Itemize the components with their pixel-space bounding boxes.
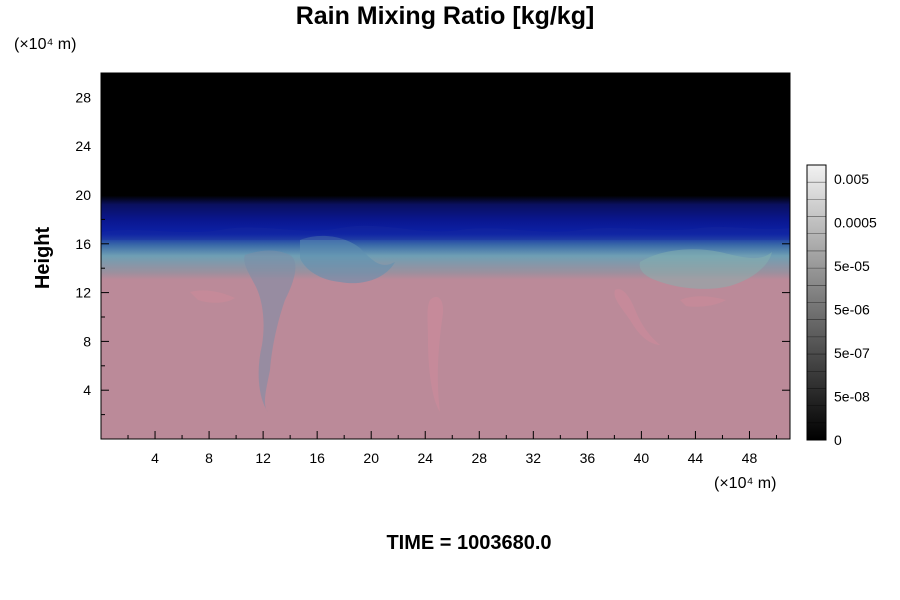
- y-tick-label: 12: [75, 285, 91, 301]
- colorbar-labels: 0.005 0.0005 5e-05 5e-06 5e-07 5e-08 0: [834, 171, 877, 448]
- colorbar-label: 0.0005: [834, 215, 877, 231]
- colorbar: 0.005 0.0005 5e-05 5e-06 5e-07 5e-08 0: [806, 164, 877, 448]
- plot-frame: [100, 72, 791, 440]
- plume-left: [244, 250, 296, 412]
- x-tick-label: 4: [151, 450, 159, 466]
- x-tick-label: 32: [526, 450, 542, 466]
- streak-1: [427, 296, 444, 412]
- y-tick-label: 8: [83, 333, 91, 349]
- y-tick-label: 20: [75, 187, 91, 203]
- cloud-top-turbulence: [101, 225, 790, 240]
- colorbar-label: 5e-06: [834, 302, 870, 318]
- streak-3: [190, 290, 235, 303]
- x-tick-label: 12: [255, 450, 271, 466]
- x-tick-label: 16: [309, 450, 325, 466]
- plume-right: [639, 249, 772, 289]
- colorbar-label: 5e-07: [834, 345, 870, 361]
- chart-title: Rain Mixing Ratio [kg/kg]: [296, 2, 595, 30]
- x-axis-unit: (×10⁴ m): [714, 475, 776, 492]
- x-tick-label: 28: [471, 450, 487, 466]
- colorbar-label: 5e-05: [834, 258, 870, 274]
- x-tick-label: 8: [205, 450, 213, 466]
- y-axis-label: Height: [32, 227, 54, 290]
- x-tick-label: 24: [417, 450, 433, 466]
- x-tick-label: 36: [580, 450, 596, 466]
- field-plumes: [101, 225, 790, 412]
- x-tick-label: 20: [363, 450, 379, 466]
- y-tick-label: 28: [75, 89, 91, 105]
- plot-area: [100, 72, 791, 440]
- x-tick-label: 44: [688, 450, 704, 466]
- colorbar-label: 5e-08: [834, 389, 870, 405]
- y-tick-label: 4: [83, 382, 91, 398]
- x-tick-label: 40: [634, 450, 650, 466]
- y-tick-label: 16: [75, 236, 91, 252]
- x-axis: 4 8 12 16 20 24 28 32 36 40 44 48: [127, 73, 777, 466]
- y-axis-unit: (×10⁴ m): [14, 36, 76, 53]
- streak-4: [680, 296, 726, 307]
- plume-center: [300, 235, 395, 284]
- y-tick-label: 24: [75, 138, 91, 154]
- time-label: TIME = 1003680.0: [386, 532, 551, 554]
- colorbar-bands: [807, 181, 826, 424]
- colorbar-label: 0: [834, 432, 842, 448]
- x-tick-label: 48: [742, 450, 758, 466]
- streak-2: [614, 289, 660, 345]
- colorbar-label: 0.005: [834, 171, 869, 187]
- y-axis: 4 8 12 16 20 24 28: [75, 89, 790, 416]
